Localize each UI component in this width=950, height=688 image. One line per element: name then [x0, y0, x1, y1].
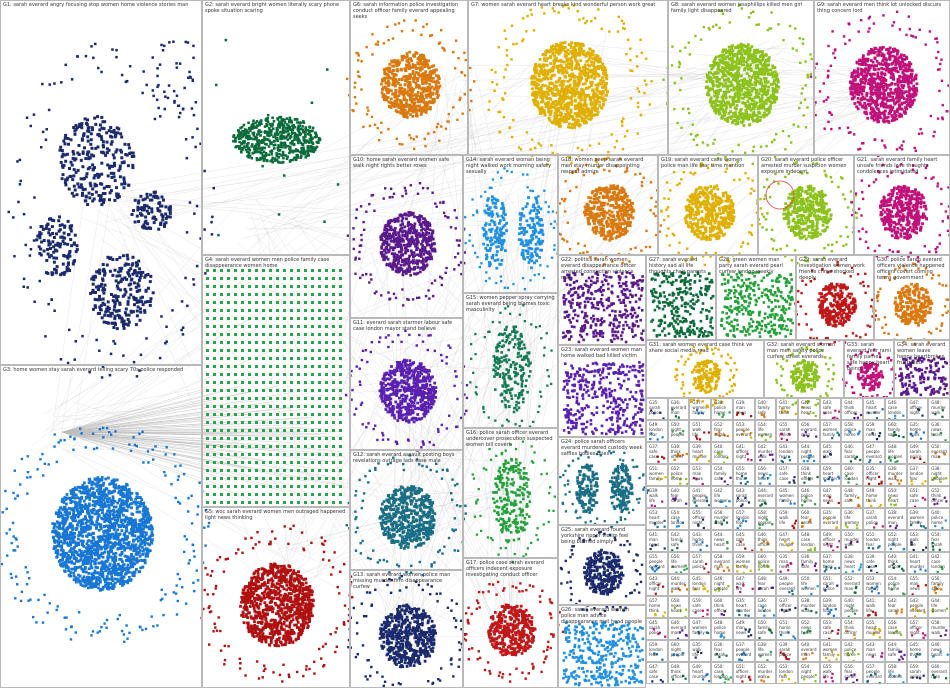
- edge: [50, 237, 416, 447]
- edge: [386, 97, 907, 237]
- edge: [401, 105, 474, 632]
- edge: [381, 215, 535, 630]
- edge: [293, 219, 393, 558]
- edge: [313, 68, 778, 547]
- edge: [383, 74, 895, 620]
- edge: [259, 213, 399, 529]
- edge: [515, 206, 539, 626]
- edge: [95, 194, 506, 486]
- edge: [281, 378, 394, 575]
- edge: [292, 40, 770, 209]
- edge: [399, 216, 419, 509]
- edge: [108, 203, 272, 590]
- edge: [393, 233, 500, 526]
- edge: [254, 69, 792, 221]
- edge: [51, 199, 242, 417]
- edge: [564, 52, 904, 118]
- edge: [272, 41, 793, 199]
- edge: [64, 448, 483, 636]
- edge: [380, 69, 563, 411]
- edge: [524, 75, 565, 463]
- edge: [117, 217, 392, 508]
- edge: [773, 47, 865, 83]
- edge: [444, 74, 500, 627]
- edge: [418, 224, 504, 481]
- edge: [127, 66, 745, 229]
- edge: [393, 218, 398, 626]
- edge: [107, 182, 288, 565]
- edge: [502, 227, 505, 504]
- edge: [46, 87, 430, 430]
- edge: [52, 204, 84, 427]
- edge: [494, 85, 601, 629]
- edge: [287, 80, 885, 220]
- edge: [293, 68, 580, 577]
- edge: [59, 198, 102, 446]
- edge: [451, 95, 876, 99]
- edge: [313, 67, 787, 579]
- edge: [99, 221, 504, 623]
- edge: [66, 104, 872, 436]
- edge: [66, 44, 573, 453]
- edge: [120, 196, 401, 214]
- edge: [468, 92, 526, 360]
- edge: [122, 60, 774, 217]
- edge: [436, 77, 528, 229]
- edge: [43, 227, 377, 415]
- edge: [483, 53, 565, 520]
- edge: [255, 198, 514, 618]
- edge: [249, 211, 365, 246]
- edge: [507, 54, 586, 620]
- edge: [122, 202, 401, 366]
- edge: [119, 206, 429, 603]
- edge: [411, 97, 439, 634]
- edge: [237, 73, 465, 195]
- edge: [401, 259, 414, 528]
- edge: [81, 62, 445, 440]
- edge: [49, 238, 126, 438]
- edge: [374, 82, 862, 400]
- edge: [517, 194, 531, 357]
- edge: [428, 40, 567, 640]
- edge: [103, 197, 258, 214]
- edge: [282, 215, 375, 569]
- edge: [289, 68, 470, 200]
- edge: [362, 108, 879, 214]
- edge: [57, 372, 377, 423]
- edge: [136, 53, 781, 225]
- edge: [503, 333, 507, 484]
- edge: [263, 394, 392, 572]
- edge: [283, 512, 433, 583]
- edge: [520, 119, 872, 231]
- edge: [411, 100, 905, 621]
- edge: [460, 90, 533, 350]
- edge: [124, 179, 395, 612]
- edge: [74, 223, 278, 429]
- edge: [468, 98, 508, 633]
- edge: [390, 393, 506, 606]
- edge: [474, 65, 501, 188]
- edge: [423, 493, 522, 538]
- edge: [383, 383, 496, 622]
- edge: [418, 74, 598, 616]
- edge: [423, 365, 511, 498]
- edge: [262, 225, 540, 629]
- edge: [416, 347, 538, 620]
- edge: [258, 236, 289, 564]
- edge: [405, 50, 604, 624]
- edge: [55, 443, 281, 587]
- edge: [400, 332, 515, 611]
- edge: [132, 70, 765, 201]
- edge: [588, 61, 869, 108]
- edge: [405, 393, 528, 607]
- edge: [393, 348, 502, 642]
